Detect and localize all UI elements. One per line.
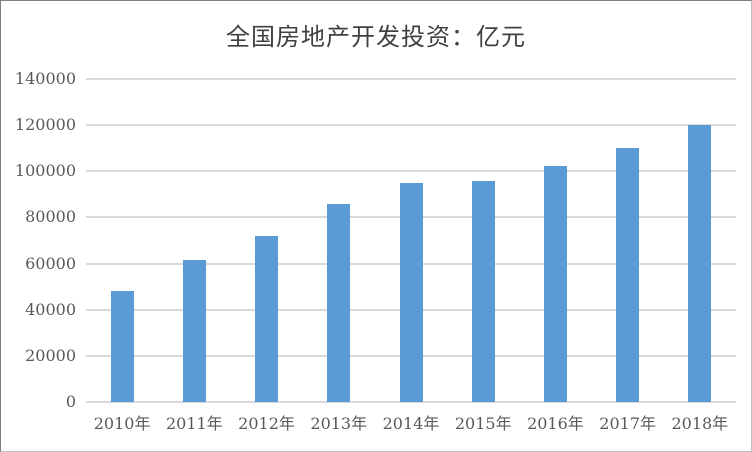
y-axis-tick-label: 40000 (25, 299, 76, 319)
gridline (86, 170, 736, 173)
bar-2010年 (110, 291, 134, 402)
y-axis-tick-label: 0 (65, 392, 76, 411)
bar-2014年 (399, 182, 423, 402)
y-axis-tick-label: 20000 (25, 345, 76, 365)
x-axis-line (86, 401, 736, 403)
gridline (86, 124, 736, 127)
x-axis-tick-label: 2017年 (599, 414, 657, 433)
bar-2015年 (471, 180, 495, 402)
x-axis-tick-label: 2013年 (310, 414, 368, 433)
gridline (86, 78, 736, 80)
y-axis-tick-label: 100000 (14, 161, 76, 181)
x-axis-tick-label: 2011年 (165, 414, 223, 433)
bar-2012年 (255, 235, 279, 402)
y-axis-tick-label: 120000 (14, 115, 76, 135)
bar-2011年 (182, 260, 206, 402)
bar-2016年 (543, 165, 567, 402)
x-axis-tick-label: 2010年 (93, 414, 151, 433)
chart-title: 全国房地产开发投资：亿元 (226, 23, 526, 51)
x-axis-tick-label: 2015年 (454, 414, 512, 433)
y-axis-tick-label: 60000 (25, 253, 76, 273)
y-axis-tick-label: 80000 (25, 207, 76, 227)
y-axis-tick-label: 140000 (14, 69, 76, 88)
x-axis-tick-label: 2016年 (527, 414, 584, 433)
bar-2018年 (688, 125, 712, 402)
bar-2013年 (327, 203, 351, 402)
x-axis-tick-label: 2012年 (238, 414, 295, 433)
plot-area (86, 78, 736, 403)
x-axis-tick-label: 2018年 (671, 414, 729, 433)
bar-2017年 (616, 148, 640, 402)
x-axis-tick-label: 2014年 (382, 414, 440, 433)
